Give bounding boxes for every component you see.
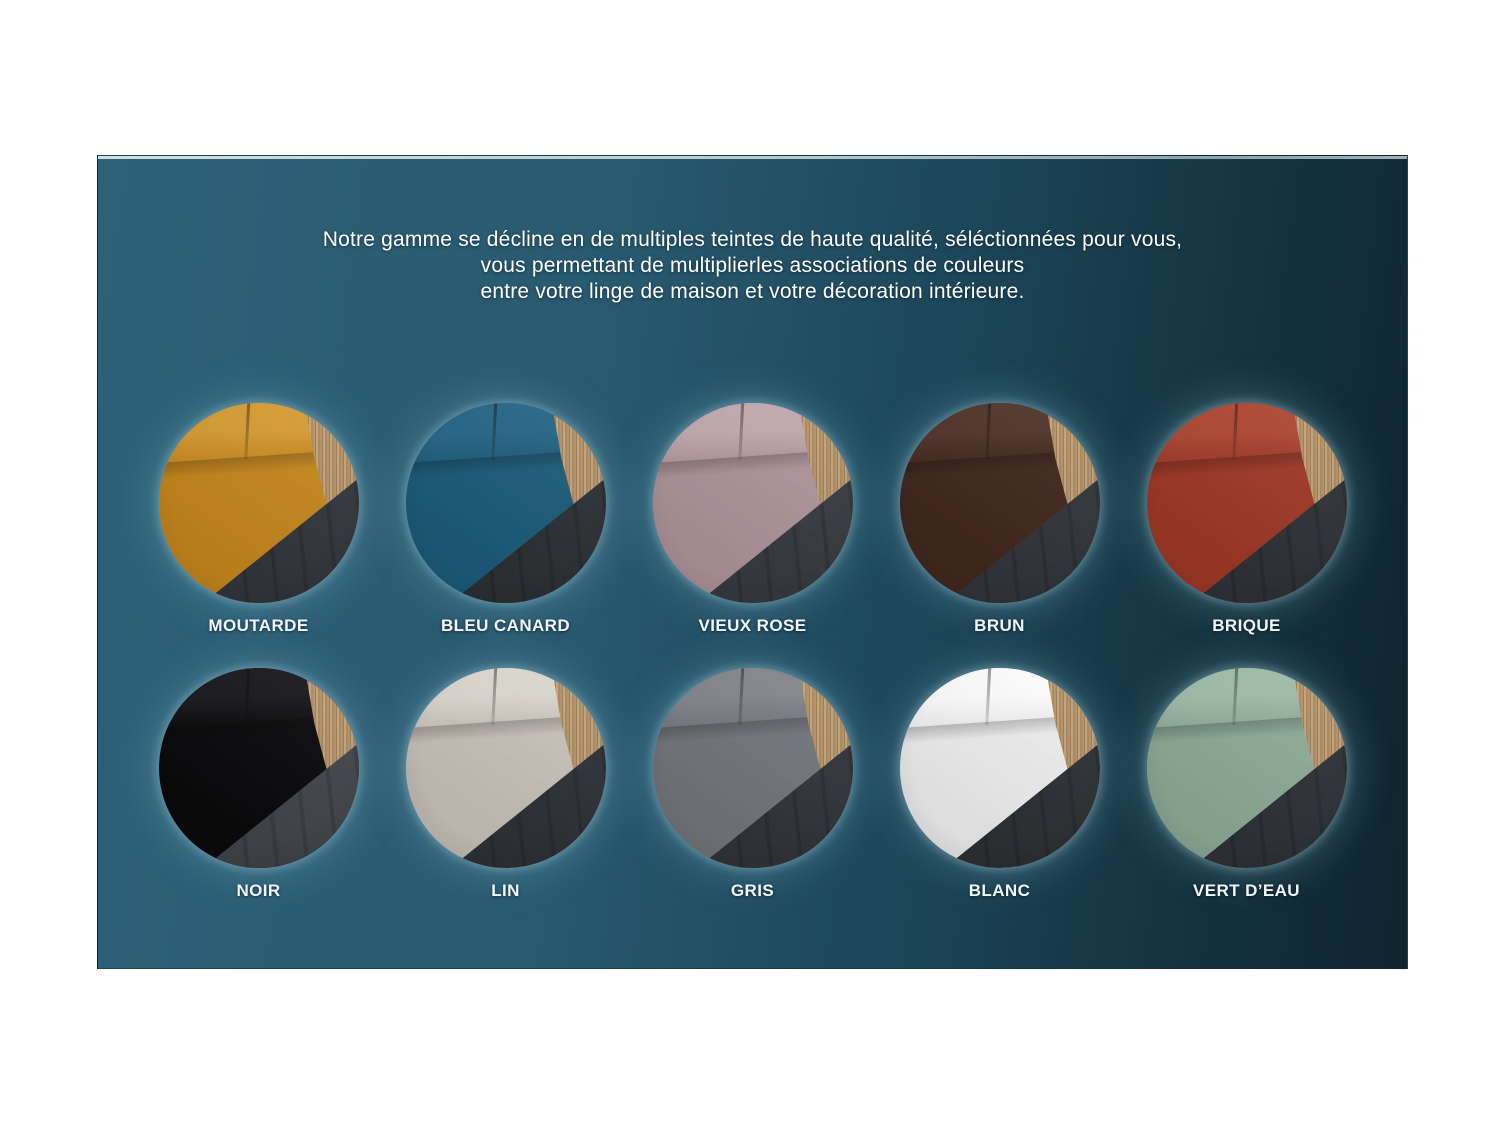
swatch-moutarde: MOUTARDE: [135, 403, 382, 636]
swatch-brique: BRIQUE: [1123, 403, 1370, 636]
swatch-label: BRIQUE: [1212, 616, 1281, 635]
lighting-overlay: [158, 668, 359, 868]
intro-line-3: entre votre linge de maison et votre déc…: [480, 280, 1025, 303]
bed-photo-circle: [652, 668, 853, 868]
bed-photo-circle: [405, 403, 606, 603]
swatch-lin: LIN: [382, 668, 629, 901]
swatch-label: VERT D’EAU: [1193, 881, 1300, 900]
color-swatch-grid: MOUTARDE BLEU CANARD VIEUX ROSE: [98, 403, 1407, 901]
bed-photo-circle: [652, 403, 853, 603]
intro-line-1: Notre gamme se décline en de multiples t…: [322, 228, 1183, 251]
lighting-overlay: [1146, 668, 1347, 868]
teal-gradient-panel: Notre gamme se décline en de multiples t…: [97, 155, 1408, 969]
swatch-label: BLANC: [968, 881, 1031, 900]
intro-line-2: vous permettant de multiplierles associa…: [480, 254, 1025, 277]
swatch-label: NOIR: [236, 881, 281, 900]
lighting-overlay: [158, 403, 359, 603]
swatch-noir: NOIR: [135, 668, 382, 901]
bed-photo-circle: [158, 403, 359, 603]
swatch-label: MOUTARDE: [208, 616, 309, 635]
swatch-label: BRUN: [974, 616, 1025, 635]
bed-photo-circle: [1146, 403, 1347, 603]
lighting-overlay: [899, 668, 1100, 868]
swatch-blanc: BLANC: [876, 668, 1123, 901]
swatch-brun: BRUN: [876, 403, 1123, 636]
swatch-vert-d-eau: VERT D’EAU: [1123, 668, 1370, 901]
lighting-overlay: [652, 403, 853, 603]
bed-photo-circle: [405, 668, 606, 868]
swatch-bleu-canard: BLEU CANARD: [382, 403, 629, 636]
lighting-overlay: [899, 403, 1100, 603]
swatch-gris: GRIS: [629, 668, 876, 901]
bed-photo-circle: [899, 403, 1100, 603]
lighting-overlay: [405, 403, 606, 603]
swatch-label: LIN: [491, 881, 520, 900]
intro-paragraph: Notre gamme se décline en de multiples t…: [98, 227, 1407, 305]
lighting-overlay: [652, 668, 853, 868]
swatch-label: GRIS: [730, 881, 775, 900]
swatch-label: BLEU CANARD: [440, 616, 571, 635]
bed-photo-circle: [899, 668, 1100, 868]
lighting-overlay: [1146, 403, 1347, 603]
swatch-label: VIEUX ROSE: [698, 616, 807, 635]
bed-photo-circle: [158, 668, 359, 868]
lighting-overlay: [405, 668, 606, 868]
swatch-vieux-rose: VIEUX ROSE: [629, 403, 876, 636]
bed-photo-circle: [1146, 668, 1347, 868]
